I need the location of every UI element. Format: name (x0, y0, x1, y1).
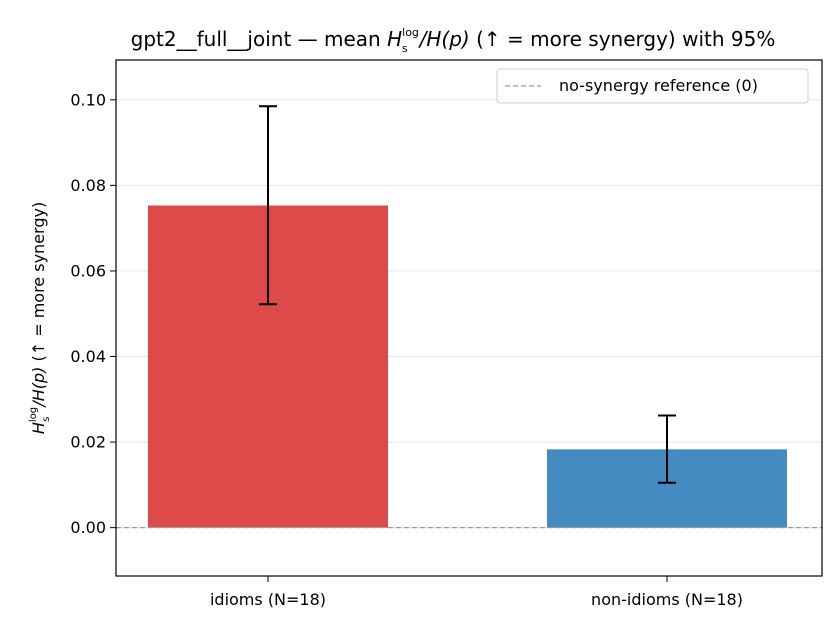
x-tick-label: idioms (N=18) (210, 590, 326, 609)
title-symbol-sub: s (402, 42, 408, 55)
x-axis-ticks: idioms (N=18) non-idioms (N=18) (210, 576, 743, 609)
title-suffix: (↑ = more synergy) with 95% (470, 27, 776, 51)
title-prefix: gpt2__full__joint — mean (131, 27, 387, 51)
title-symbol-rest: /H(p) (418, 27, 470, 51)
y-tick-label: 0.06 (70, 261, 106, 280)
ylabel-symbol-rest: /H(p) (29, 367, 48, 409)
y-axis-ticks: 0.00 0.02 0.04 0.06 0.08 0.10 (70, 90, 116, 537)
y-tick-label: 0.02 (70, 433, 106, 452)
chart-title: gpt2__full__joint — mean Hlog s/H(p) (↑ =… (131, 26, 776, 55)
x-tick-label: non-idioms (N=18) (591, 590, 743, 609)
ylabel-suffix: (↑ = more synergy) (29, 202, 48, 367)
title-symbol: H (387, 27, 402, 51)
plot-frame (115, 59, 823, 577)
title-symbol-sup: log (402, 26, 419, 39)
y-axis-label: Hlog s/H(p) (↑ = more synergy) (28, 202, 52, 434)
ylabel-symbol-sub: s (41, 417, 52, 422)
legend: no-synergy reference (0) (496, 68, 809, 104)
ylabel-symbol: H (29, 422, 48, 434)
legend-box (496, 68, 809, 104)
bar-layer (148, 205, 787, 528)
y-tick-label: 0.00 (70, 518, 106, 537)
legend-reference-label: no-synergy reference (0) (559, 76, 758, 95)
y-tick-label: 0.10 (70, 90, 106, 109)
y-tick-label: 0.08 (70, 176, 106, 195)
y-tick-label: 0.04 (70, 347, 106, 366)
ylabel-symbol-sup: log (28, 407, 39, 422)
error-bar-layer (259, 105, 676, 484)
